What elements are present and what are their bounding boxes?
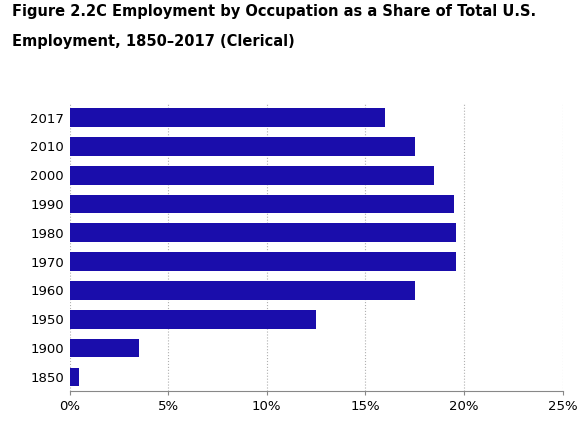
Bar — [70, 310, 316, 329]
Bar — [70, 368, 79, 386]
Text: Figure 2.2C Employment by Occupation as a Share of Total U.S.: Figure 2.2C Employment by Occupation as … — [12, 4, 536, 19]
Bar — [70, 137, 415, 156]
Bar — [70, 108, 385, 127]
Bar — [70, 224, 456, 242]
Bar — [70, 281, 415, 300]
Text: Employment, 1850–2017 (Clerical): Employment, 1850–2017 (Clerical) — [12, 34, 295, 49]
Bar — [70, 166, 434, 184]
Bar — [70, 252, 456, 271]
Bar — [70, 195, 454, 213]
Bar — [70, 339, 139, 357]
